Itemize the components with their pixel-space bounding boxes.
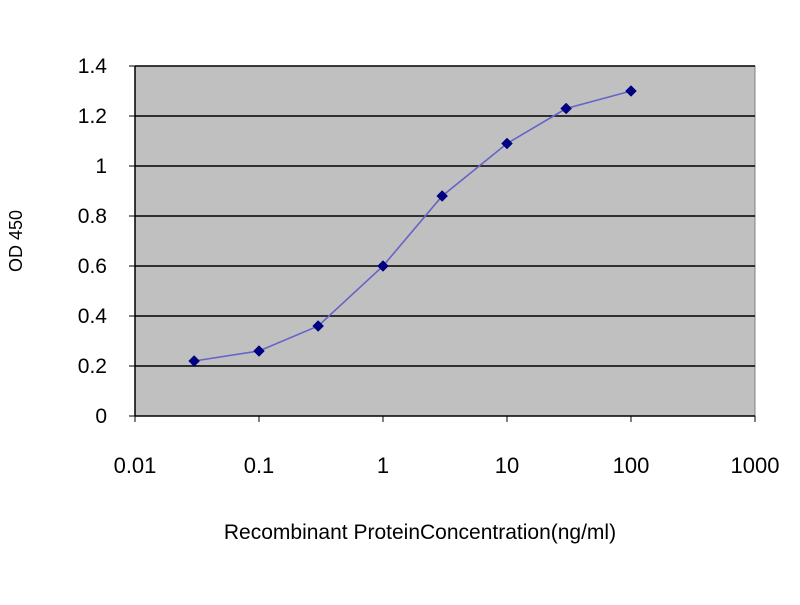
data-point: [253, 345, 265, 357]
gridlines: [135, 65, 755, 367]
y-tick-label-5: 1: [95, 155, 107, 178]
y-axis-label: OD 450: [6, 210, 26, 272]
x-tick-label-0: 0.01: [114, 453, 157, 478]
data-point: [188, 355, 201, 367]
axes: [129, 65, 756, 422]
series-line-0: [194, 90, 632, 362]
series: [188, 85, 637, 367]
y-tick-label-0: 0: [95, 405, 107, 428]
y-tick-label-3: 0.6: [78, 255, 107, 278]
y-tick-label-6: 1.2: [78, 105, 107, 128]
data-point: [625, 85, 637, 97]
data-point: [436, 190, 449, 202]
x-tick-label-3: 10: [495, 453, 519, 478]
y-tick-label-1: 0.2: [78, 355, 107, 378]
y-tick-labels: 0 0.2 0.4 0.6 0.8 1 1.2 1.4: [78, 55, 108, 428]
data-point: [501, 137, 513, 150]
x-tick-label-4: 100: [613, 453, 650, 478]
y-tick-label-2: 0.4: [78, 305, 108, 328]
x-tick-label-5: 1000: [731, 453, 780, 478]
x-tick-label-2: 1: [377, 453, 389, 478]
x-axis-label: Recombinant ProteinConcentration(ng/ml): [224, 521, 616, 544]
data-point: [560, 102, 573, 115]
y-tick-label-4: 0.8: [78, 205, 107, 228]
x-tick-label-1: 0.1: [244, 453, 275, 478]
data-point: [312, 320, 325, 332]
plot-area: [134, 65, 756, 417]
data-point: [377, 260, 389, 272]
x-tick-labels: 0.01 0.1 1 10 100 1000: [114, 453, 780, 478]
y-tick-label-7: 1.4: [78, 55, 108, 78]
